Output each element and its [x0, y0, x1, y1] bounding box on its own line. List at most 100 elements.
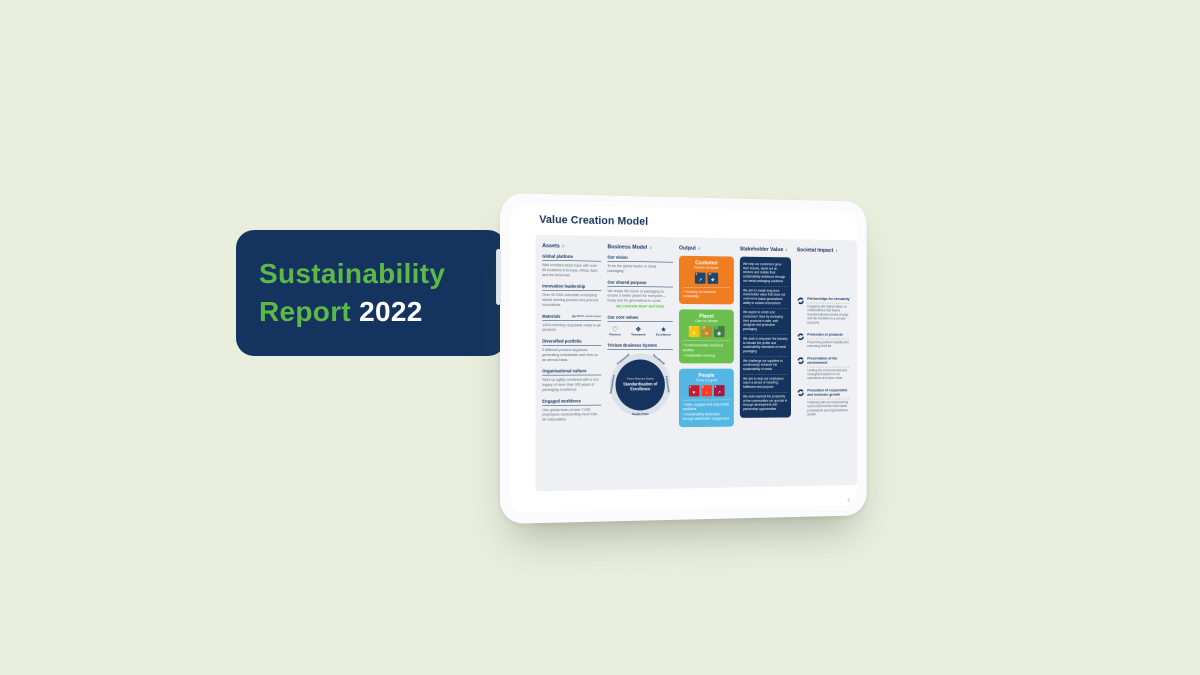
section-heading: Global platform [542, 253, 574, 260]
section-diversified-portfolio: Diversified portfolio 9 different produc… [542, 338, 602, 363]
section-heading: Engaged workforce [542, 398, 581, 404]
section-heading: Innovation leadership [542, 283, 586, 290]
societal-heading: Preservation of the environment [807, 356, 838, 365]
chevron-right-icon: › [835, 246, 838, 254]
tablet-mockup: Value Creation Model Assets › Global pla… [496, 193, 867, 524]
value-label: Passion [609, 332, 621, 337]
sdg-tile-icon: 12 ∞ [701, 326, 712, 338]
stakeholder-statement: We work to empower the industry to eleva… [743, 334, 788, 357]
section-engaged-workforce: Engaged workforce One global team of ove… [542, 398, 602, 422]
dotted-divider [807, 398, 850, 400]
value-excellence: ★ Excellence [656, 325, 671, 336]
excellence-icon: ★ [660, 325, 667, 334]
badge-label: METAL recycles forever [576, 315, 602, 318]
report-title-word: Report [259, 296, 352, 327]
trivium-business-system-diagram: Commercial Operational Performance Suppl… [610, 353, 671, 417]
card-divider [682, 340, 731, 342]
dotted-divider [807, 302, 850, 304]
card-subtitle: Force for good [695, 378, 718, 383]
value-teamwork: ❖ Teamwork [631, 325, 645, 336]
tablet-side-button [496, 248, 501, 306]
societal-body: Preserving product integrity and extendi… [807, 340, 849, 349]
section-heading: Trivium Business System [607, 342, 657, 348]
stakeholder-statement: We work towards the prosperity of the co… [743, 394, 788, 412]
sdg-tiles: 3 ♥ 5 ♀ 8 ↗ [683, 385, 730, 397]
stakeholder-value-panel: We help our customers grow their brands,… [739, 256, 791, 418]
section-body: We shape the future of packaging to ensu… [607, 288, 666, 303]
value-label: Excellence [655, 333, 671, 337]
card-title: People [698, 372, 715, 379]
sdg-tile-icon: 5 ♀ [701, 385, 712, 397]
circular-arrows-icon [797, 389, 805, 418]
societal-item: Preservation of the environment Limiting… [797, 356, 850, 380]
circular-arrows-icon [797, 297, 805, 325]
bullet: + Growing our business sustainably [682, 290, 717, 299]
value-passion: ♡ Passion [609, 325, 620, 336]
societal-heading: Partnerships for circularity [807, 296, 850, 302]
bullet: + Environmentally conscious facilities [682, 344, 723, 352]
section-body: One global team of over 7,000 employees … [542, 407, 598, 422]
societal-body: Fostering safe and empowering work envir… [807, 400, 849, 417]
passion-icon: ♡ [612, 324, 619, 333]
section-our-vision: Our vision To be the global leader in me… [607, 254, 673, 274]
business-model-header-label: Business Model [607, 243, 648, 251]
tbs-arc-label: Trivium Business System [626, 377, 655, 381]
card-subtitle: Partner of choice [694, 266, 719, 270]
section-body: 100% infinitely recyclable metal in all … [542, 322, 601, 332]
people-card: People Force for good 3 ♥ 5 ♀ [678, 368, 734, 427]
societal-impact-header[interactable]: Societal Impact › [797, 247, 850, 254]
circular-arrows-icon [797, 356, 805, 380]
section-body: 9 different product segments generating … [542, 347, 599, 362]
societal-heading: Promotion of responsible and inclusive g… [807, 387, 848, 397]
card-bullets: + Growing our business sustainably [683, 290, 730, 299]
card-bullets: + Environmentally conscious facilities +… [683, 344, 730, 358]
chevron-right-icon: › [649, 243, 652, 251]
business-model-header[interactable]: Business Model › [607, 243, 672, 251]
section-heading: Our shared purpose [607, 279, 647, 285]
societal-item: Protection of products Preserving produc… [797, 333, 850, 349]
chevron-right-icon: › [562, 242, 565, 250]
section-organisational-culture: Organisational culture Start-up agility … [542, 368, 602, 393]
section-heading: Organisational culture [542, 368, 587, 374]
column-assets: Assets › Global platform Well invested a… [542, 242, 602, 484]
value-creation-panel: Assets › Global platform Well invested a… [535, 234, 857, 492]
societal-body: Engaging with stakeholders on collaborat… [807, 304, 849, 325]
dotted-divider [807, 338, 850, 340]
stakeholder-statement: We aspire to enrich end consumers' lives… [743, 308, 788, 335]
card-title: Planet [699, 313, 714, 320]
chevron-right-icon: › [698, 244, 701, 252]
section-body: Well invested asset base with over 60 lo… [542, 262, 598, 278]
metal-recycles-forever-badge: ∞ METAL recycles forever [572, 313, 602, 319]
section-global-platform: Global platform Well invested asset base… [542, 253, 602, 278]
bullet: + Safe, engaged and responsible workforc… [682, 402, 730, 412]
societal-heading: Protection of products [807, 332, 843, 337]
tablet-screen: Value Creation Model Assets › Global pla… [510, 204, 857, 513]
section-heading: Our core values [607, 314, 639, 320]
dotted-divider [807, 366, 850, 368]
bullet: + Sustainable sourcing [682, 353, 715, 358]
chevron-right-icon: › [785, 245, 788, 254]
section-innovation-leadership: Innovation leadership Over 90 R&D scient… [542, 283, 602, 308]
stakeholder-statement: We aim to create long-term shareholder v… [743, 286, 788, 309]
stakeholder-value-header[interactable]: Stakeholder Value › [740, 246, 791, 253]
societal-impact-header-label: Societal Impact [796, 246, 834, 254]
assets-header[interactable]: Assets › [542, 242, 601, 249]
stakeholder-value-header-label: Stakeholder Value [739, 245, 784, 253]
value-label: Teamwork [631, 332, 646, 337]
page-title: Value Creation Model [539, 212, 649, 228]
assets-header-label: Assets [542, 242, 560, 249]
section-heading: Materials [542, 313, 561, 319]
section-body: Start-up agility combined with a rich le… [542, 377, 599, 392]
output-header[interactable]: Output › [679, 244, 734, 252]
stakeholder-statement: We aim to help our employees reach a sen… [743, 374, 788, 393]
report-page: Value Creation Model Assets › Global pla… [511, 204, 857, 513]
bullet: + Sustainability leadership through stak… [682, 412, 730, 421]
teamwork-icon: ❖ [635, 325, 642, 333]
stakeholder-statement: We challenge our suppliers to continuous… [743, 356, 788, 375]
societal-item: Partnerships for circularity Engaging wi… [797, 297, 850, 326]
section-body: Over 90 R&D scientists underlying award … [542, 292, 599, 307]
stakeholder-statement: We help our customers grow their brands,… [743, 260, 788, 287]
page-number: 8 [847, 497, 850, 503]
section-heading: Our vision [607, 254, 628, 260]
